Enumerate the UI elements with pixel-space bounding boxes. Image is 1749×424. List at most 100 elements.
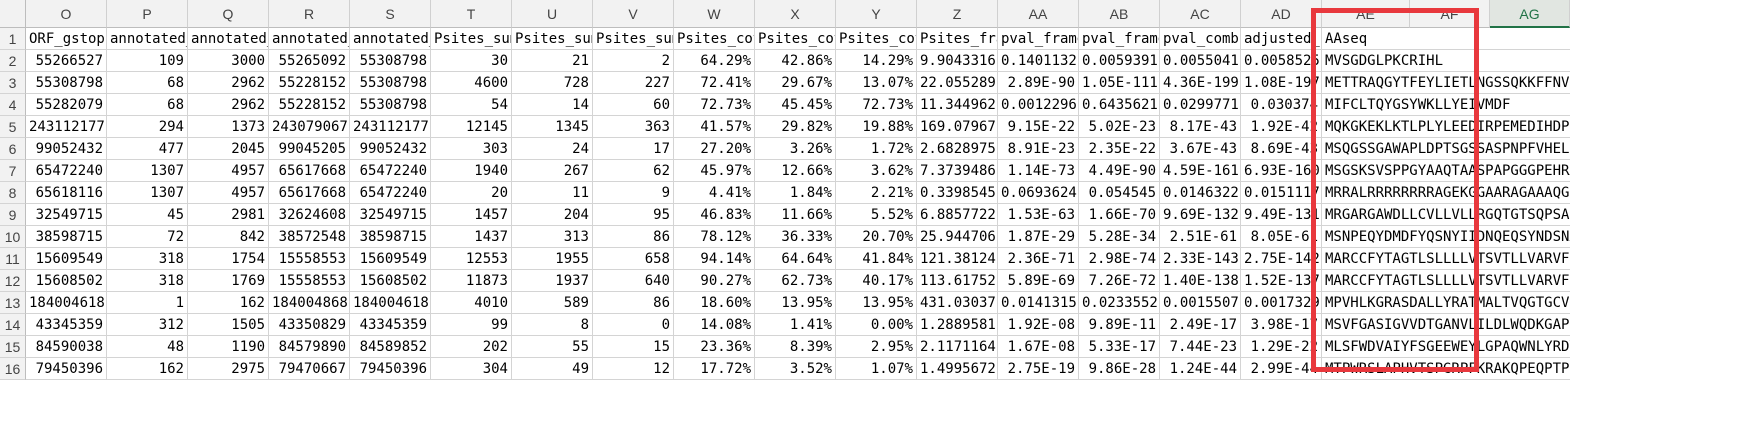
table-cell[interactable]: 6.93E-160 bbox=[1241, 160, 1322, 182]
table-cell[interactable]: 1.67E-08 bbox=[998, 336, 1079, 358]
aaseq-cell[interactable]: AAseq bbox=[1322, 28, 1570, 50]
table-cell[interactable]: 78.12% bbox=[674, 226, 755, 248]
table-cell[interactable]: ORF_gstop bbox=[26, 28, 107, 50]
column-header-o[interactable]: O bbox=[26, 0, 107, 28]
row-header[interactable]: 9 bbox=[0, 204, 26, 226]
table-cell[interactable]: 3.98E-17 bbox=[1241, 314, 1322, 336]
table-cell[interactable]: 55308798 bbox=[26, 72, 107, 94]
table-cell[interactable]: 0.0058525 bbox=[1241, 50, 1322, 72]
table-cell[interactable]: 38598715 bbox=[26, 226, 107, 248]
table-cell[interactable]: 54 bbox=[431, 94, 512, 116]
table-cell[interactable]: 14.29% bbox=[836, 50, 917, 72]
table-cell[interactable]: 43350829 bbox=[269, 314, 350, 336]
table-cell[interactable]: 1.24E-44 bbox=[1160, 358, 1241, 380]
table-cell[interactable]: 658 bbox=[593, 248, 674, 270]
table-cell[interactable]: 13.95% bbox=[836, 292, 917, 314]
table-cell[interactable]: 46.83% bbox=[674, 204, 755, 226]
table-cell[interactable]: 2962 bbox=[188, 94, 269, 116]
aaseq-cell[interactable]: MSQGSSGAWAPLDPTSGSSASPNPFVHELHL bbox=[1322, 138, 1570, 160]
table-cell[interactable]: 55265092 bbox=[269, 50, 350, 72]
table-cell[interactable]: 204 bbox=[512, 204, 593, 226]
table-cell[interactable]: 169.07967 bbox=[917, 116, 998, 138]
table-cell[interactable]: 12553 bbox=[431, 248, 512, 270]
table-cell[interactable]: 4.59E-161 bbox=[1160, 160, 1241, 182]
table-cell[interactable]: 2.75E-19 bbox=[998, 358, 1079, 380]
table-cell[interactable]: 0.0299771 bbox=[1160, 94, 1241, 116]
table-cell[interactable]: 4.41% bbox=[674, 182, 755, 204]
table-cell[interactable]: 86 bbox=[593, 292, 674, 314]
table-cell[interactable]: 18.60% bbox=[674, 292, 755, 314]
table-cell[interactable]: Psites_cov bbox=[674, 28, 755, 50]
table-cell[interactable]: 65472240 bbox=[350, 160, 431, 182]
table-cell[interactable]: 60 bbox=[593, 94, 674, 116]
table-cell[interactable]: 13.95% bbox=[755, 292, 836, 314]
table-cell[interactable]: 29.67% bbox=[755, 72, 836, 94]
table-cell[interactable]: 94.14% bbox=[674, 248, 755, 270]
table-cell[interactable]: 72.73% bbox=[674, 94, 755, 116]
table-cell[interactable]: 9.69E-132 bbox=[1160, 204, 1241, 226]
aaseq-cell[interactable]: MLSFWDVAIYFSGEEWEYLGPAQWNLYRDVM bbox=[1322, 336, 1570, 358]
table-cell[interactable]: pval_frame bbox=[1079, 28, 1160, 50]
table-cell[interactable]: 55308798 bbox=[350, 94, 431, 116]
column-header-ad[interactable]: AD bbox=[1241, 0, 1322, 28]
aaseq-cell[interactable]: MRGARGAWDLLCVLLVLLRGQTGTSQPSASPL bbox=[1322, 204, 1570, 226]
table-cell[interactable]: 162 bbox=[107, 358, 188, 380]
table-cell[interactable]: 1457 bbox=[431, 204, 512, 226]
table-cell[interactable]: 1940 bbox=[431, 160, 512, 182]
table-cell[interactable]: 24 bbox=[512, 138, 593, 160]
table-cell[interactable]: 5.02E-23 bbox=[1079, 116, 1160, 138]
table-cell[interactable]: 38598715 bbox=[350, 226, 431, 248]
table-cell[interactable]: 1345 bbox=[512, 116, 593, 138]
table-cell[interactable]: 1.52E-137 bbox=[1241, 270, 1322, 292]
column-header-p[interactable]: P bbox=[107, 0, 188, 28]
column-header-ag[interactable]: AG bbox=[1490, 0, 1570, 28]
table-cell[interactable]: 65472240 bbox=[26, 160, 107, 182]
column-header-z[interactable]: Z bbox=[917, 0, 998, 28]
table-cell[interactable]: 7.26E-72 bbox=[1079, 270, 1160, 292]
table-cell[interactable]: 1437 bbox=[431, 226, 512, 248]
table-cell[interactable]: 0.0141315 bbox=[998, 292, 1079, 314]
table-cell[interactable]: 13.07% bbox=[836, 72, 917, 94]
aaseq-cell[interactable]: MVSGDGLPKCRIHL bbox=[1322, 50, 1570, 72]
table-cell[interactable]: Psites_cov bbox=[755, 28, 836, 50]
table-cell[interactable]: 11873 bbox=[431, 270, 512, 292]
table-cell[interactable]: 267 bbox=[512, 160, 593, 182]
table-cell[interactable]: 15 bbox=[593, 336, 674, 358]
table-cell[interactable]: 4.49E-90 bbox=[1079, 160, 1160, 182]
table-cell[interactable]: 1.87E-29 bbox=[998, 226, 1079, 248]
table-cell[interactable]: 8 bbox=[512, 314, 593, 336]
table-cell[interactable]: 65617668 bbox=[269, 182, 350, 204]
table-cell[interactable]: Psites_sum bbox=[512, 28, 593, 50]
row-header[interactable]: 5 bbox=[0, 116, 26, 138]
table-cell[interactable]: 1307 bbox=[107, 160, 188, 182]
table-cell[interactable]: Psites_sum bbox=[593, 28, 674, 50]
table-cell[interactable]: 32549715 bbox=[26, 204, 107, 226]
table-cell[interactable]: 99052432 bbox=[350, 138, 431, 160]
table-cell[interactable]: 243112177 bbox=[350, 116, 431, 138]
table-cell[interactable]: 12 bbox=[593, 358, 674, 380]
table-cell[interactable]: 11.66% bbox=[755, 204, 836, 226]
table-cell[interactable]: 84590038 bbox=[26, 336, 107, 358]
table-cell[interactable]: annotated_ bbox=[350, 28, 431, 50]
aaseq-cell[interactable]: MPVHLKGRASDALLYRATMALTVQGTGCVIVT bbox=[1322, 292, 1570, 314]
table-cell[interactable]: 55228152 bbox=[269, 94, 350, 116]
aaseq-cell[interactable]: MTPWRSLAPHVTSPGRPFKRAKQPEQPTPKQE bbox=[1322, 358, 1570, 380]
table-cell[interactable]: 99045205 bbox=[269, 138, 350, 160]
row-header[interactable]: 1 bbox=[0, 28, 26, 50]
table-cell[interactable]: 11 bbox=[512, 182, 593, 204]
table-cell[interactable]: 42.86% bbox=[755, 50, 836, 72]
table-cell[interactable]: 2.21% bbox=[836, 182, 917, 204]
table-cell[interactable]: 7.44E-23 bbox=[1160, 336, 1241, 358]
table-cell[interactable]: 15558553 bbox=[269, 248, 350, 270]
table-cell[interactable]: 304 bbox=[431, 358, 512, 380]
table-cell[interactable]: 55228152 bbox=[269, 72, 350, 94]
table-cell[interactable]: 27.20% bbox=[674, 138, 755, 160]
table-cell[interactable]: adjusted_p bbox=[1241, 28, 1322, 50]
row-header[interactable]: 10 bbox=[0, 226, 26, 248]
table-cell[interactable]: 0.0693624 bbox=[998, 182, 1079, 204]
table-cell[interactable]: 1.2889581 bbox=[917, 314, 998, 336]
table-cell[interactable]: 45.45% bbox=[755, 94, 836, 116]
select-all-corner[interactable] bbox=[0, 0, 26, 28]
table-cell[interactable]: 312 bbox=[107, 314, 188, 336]
row-header[interactable]: 13 bbox=[0, 292, 26, 314]
